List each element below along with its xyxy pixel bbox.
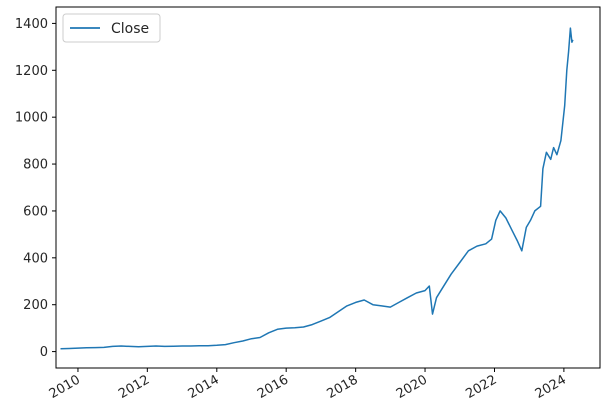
y-tick-label: 1200 xyxy=(15,64,48,79)
plot-area xyxy=(55,6,601,369)
legend-label-close: Close xyxy=(111,21,149,37)
y-tick-label: 600 xyxy=(23,204,48,219)
y-tick-label: 0 xyxy=(40,345,48,360)
legend-box xyxy=(62,13,161,43)
y-axis: 0 200 400 600 800 1000 1200 1400 xyxy=(15,17,56,360)
y-tick-label: 200 xyxy=(23,298,48,313)
y-tick-label: 1000 xyxy=(15,111,48,126)
y-tick-label: 800 xyxy=(23,158,48,173)
y-tick-label: 1400 xyxy=(15,17,48,32)
y-tick-label: 400 xyxy=(23,251,48,266)
legend: Close xyxy=(62,13,161,43)
series-line-close xyxy=(60,27,574,350)
